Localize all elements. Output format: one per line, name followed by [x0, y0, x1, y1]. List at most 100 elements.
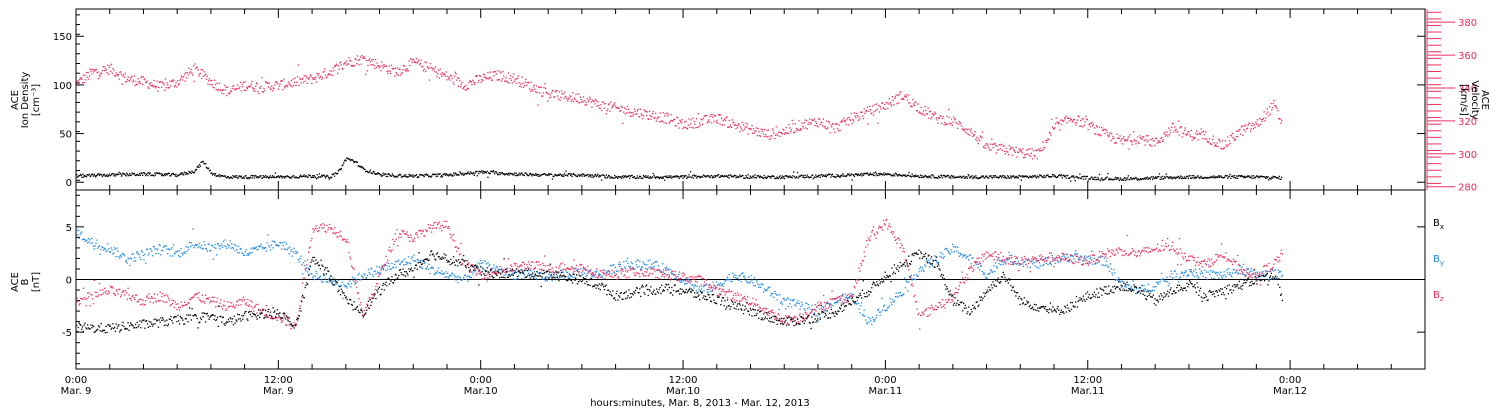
density-point — [387, 175, 389, 178]
velocity-point — [183, 73, 186, 75]
velocity-point — [123, 76, 126, 78]
velocity-point — [98, 77, 100, 80]
velocity-point — [501, 78, 503, 80]
by-point — [1281, 274, 1283, 276]
by-point — [1091, 250, 1093, 253]
density-point — [740, 175, 742, 177]
by-point — [114, 248, 117, 250]
bz-point — [136, 301, 138, 303]
velocity-point — [319, 76, 321, 78]
velocity-point — [507, 81, 509, 83]
density-point — [556, 175, 558, 177]
density-point — [265, 177, 267, 179]
by-point — [246, 254, 248, 256]
bz-point — [151, 295, 153, 298]
by-point — [349, 280, 351, 282]
density-point — [806, 176, 808, 178]
by-point — [753, 285, 755, 287]
by-point — [1195, 272, 1197, 274]
velocity-point — [1215, 144, 1217, 146]
velocity-point — [412, 59, 414, 61]
by-point — [650, 266, 652, 268]
density-point — [579, 174, 582, 176]
by-point — [324, 278, 326, 280]
by-point — [982, 273, 984, 275]
density-point — [132, 173, 134, 175]
velocity-point — [1105, 129, 1107, 131]
density-point — [861, 175, 863, 177]
velocity-point — [1257, 124, 1259, 126]
velocity-point — [1209, 143, 1211, 145]
by-point — [950, 249, 952, 251]
velocity-point — [758, 131, 760, 133]
velocity-point — [708, 119, 710, 121]
velocity-point — [618, 107, 620, 109]
velocity-point — [118, 78, 120, 80]
density-point — [1249, 176, 1252, 178]
bz-point — [207, 298, 209, 300]
by-point — [1041, 259, 1043, 261]
velocity-point — [163, 84, 165, 86]
by-point — [1166, 276, 1168, 279]
velocity-point — [515, 82, 517, 84]
density-point — [679, 176, 681, 178]
velocity-point — [1003, 145, 1005, 147]
density-point — [900, 174, 902, 176]
velocity-point — [313, 77, 315, 79]
velocity-point — [1060, 123, 1063, 126]
bz-point — [130, 299, 133, 302]
by-point — [685, 278, 687, 280]
density-point — [166, 174, 168, 176]
velocity-point — [224, 89, 226, 91]
velocity-point — [132, 79, 135, 81]
by-point — [567, 275, 569, 278]
velocity-point — [94, 70, 96, 72]
density-point — [149, 172, 151, 174]
by-point — [984, 276, 987, 278]
by-point — [1057, 261, 1059, 263]
density-point — [681, 174, 683, 177]
velocity-point — [261, 91, 264, 93]
velocity-point — [413, 61, 415, 64]
velocity-point — [928, 111, 931, 113]
density-point — [658, 177, 660, 179]
by-point — [543, 272, 545, 275]
velocity-point — [855, 117, 857, 119]
by-point — [948, 252, 950, 254]
density-point — [904, 174, 906, 176]
by-point — [1179, 276, 1181, 278]
velocity-point — [765, 134, 767, 136]
bz-point — [210, 300, 213, 303]
by-point — [770, 292, 772, 295]
by-point — [317, 277, 319, 279]
density-point — [953, 177, 956, 179]
density-point — [83, 174, 85, 177]
density-point — [295, 176, 297, 178]
velocity-point — [344, 61, 346, 64]
density-point — [274, 172, 277, 174]
by-point — [694, 285, 696, 287]
by-point — [860, 305, 862, 307]
velocity-point — [544, 83, 546, 85]
velocity-point — [939, 115, 941, 117]
by-point — [584, 268, 586, 271]
by-point — [92, 245, 95, 247]
bz-point — [101, 293, 103, 296]
velocity-point — [890, 103, 892, 105]
velocity-point — [781, 133, 783, 135]
velocity-point — [258, 87, 261, 89]
density-point — [301, 175, 303, 177]
velocity-point — [936, 119, 938, 121]
density-point — [586, 173, 588, 176]
velocity-point — [493, 75, 495, 77]
velocity-point — [864, 112, 866, 114]
density-point — [963, 177, 966, 179]
by-point — [566, 271, 568, 274]
by-point — [148, 252, 150, 254]
by-point — [775, 294, 778, 296]
by-point — [255, 246, 257, 248]
by-point — [530, 270, 532, 272]
velocity-point — [173, 86, 176, 88]
by-point — [430, 267, 432, 269]
